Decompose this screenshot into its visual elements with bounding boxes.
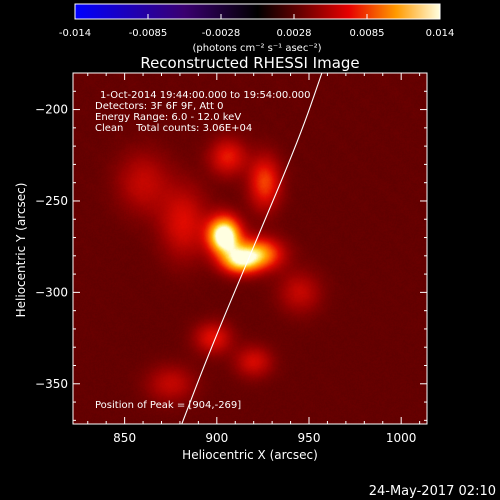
x-tick-label: 1000 (386, 431, 417, 445)
colorbar-tick-label: 0.0085 (350, 28, 385, 39)
axis-ticks (73, 72, 427, 424)
annotation-time-range: 1-Oct-2014 19:44:00.000 to 19:54:00.000 (100, 90, 311, 101)
footer-timestamp: 24-May-2017 02:10 (369, 484, 496, 499)
y-tick-label: −300 (35, 285, 68, 299)
heatmap-image (73, 73, 427, 424)
y-tick-label: −350 (35, 377, 68, 391)
y-tick-label: −200 (35, 103, 68, 117)
chart-title: Reconstructed RHESSI Image (140, 54, 359, 72)
colorbar-tick-label: -0.0085 (129, 28, 168, 39)
annotation-clean-counts: Clean Total counts: 3.06E+04 (95, 123, 252, 134)
colorbar-tick-label: 0.0028 (277, 28, 312, 39)
plot-frame (72, 72, 428, 425)
y-tick-label: −250 (35, 194, 68, 208)
colorbar (75, 4, 440, 19)
colorbar-tick-label: 0.014 (426, 28, 455, 39)
x-tick-labels: 850 900 950 1000 (113, 431, 416, 445)
y-axis-label: Heliocentric Y (arcsec) (14, 183, 28, 318)
colorbar-unit-label: (photons cm⁻² s⁻¹ asec⁻²) (192, 43, 321, 54)
x-tick-label: 900 (205, 431, 228, 445)
colorbar-border (74, 3, 441, 20)
solar-limb-curve (181, 73, 323, 424)
annotation-detectors: Detectors: 3F 6F 9F, Att 0 (95, 101, 223, 112)
annotation-peak-position: Position of Peak = [904,-269] (95, 400, 241, 411)
colorbar-ticks: -0.014 -0.0085 -0.0028 0.0028 0.0085 0.014 (59, 14, 454, 39)
annotation-energy-range: Energy Range: 6.0 - 12.0 keV (95, 112, 241, 123)
x-axis-label: Heliocentric X (arcsec) (182, 448, 318, 462)
x-tick-label: 950 (298, 431, 321, 445)
y-tick-labels: −200 −250 −300 −350 (35, 103, 68, 391)
colorbar-tick-label: -0.014 (59, 28, 91, 39)
colorbar-tick-label: -0.0028 (202, 28, 241, 39)
x-tick-label: 850 (113, 431, 136, 445)
